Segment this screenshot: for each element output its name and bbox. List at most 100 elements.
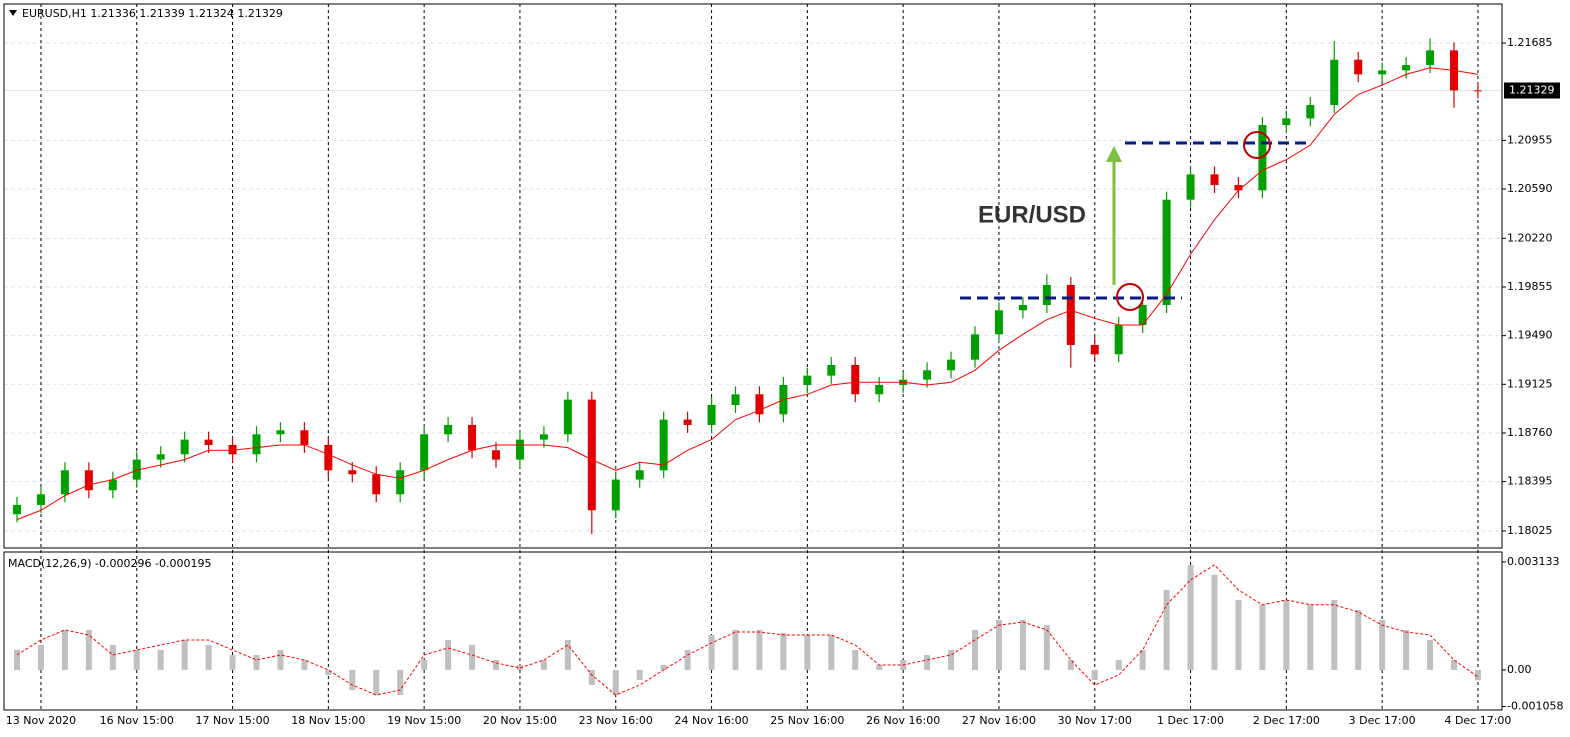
candle-body [372,474,381,495]
price-pane-border [3,3,1503,549]
macd-bar [1187,564,1194,670]
macd-bar [14,649,20,670]
candle-body [132,459,141,480]
macd-bar [948,649,955,670]
macd-bar [1355,609,1362,670]
x-tick-label: 20 Nov 15:00 [483,714,557,727]
y-tick-label: 0.003133 [1507,555,1560,568]
x-tick-label: 16 Nov 15:00 [100,714,174,727]
macd-bar [588,669,595,685]
candle-body [1306,105,1315,119]
y-tick-label: 1.21685 [1507,36,1553,49]
x-tick-label: 3 Dec 17:00 [1349,714,1416,727]
candle-body [515,439,524,460]
x-tick-label: 25 Nov 16:00 [770,714,844,727]
candle-body [108,479,117,491]
x-tick-label: 23 Nov 16:00 [579,714,653,727]
x-tick-label: 19 Nov 15:00 [387,714,461,727]
macd-title: MACD(12,26,9) -0.000296 -0.000195 [8,557,211,570]
candle-body [611,479,620,511]
y-tick-label: 1.19125 [1507,377,1553,390]
candle-body [1473,90,1482,92]
candle-body [1018,304,1027,311]
macd-bar [1259,604,1266,670]
macd-bar [421,659,428,670]
macd-bar [277,649,284,670]
candle-body [971,334,979,360]
candle-body [1162,199,1171,305]
macd-bar [804,634,811,670]
macd-bar [564,639,571,670]
x-tick-label: 1 Dec 17:00 [1157,714,1224,727]
macd-bar [708,634,715,670]
candle-body [947,359,956,371]
macd-bar [972,629,978,670]
macd-bar [1043,625,1050,670]
candle-body [492,450,500,460]
candle-body [1066,284,1075,345]
macd-bar [995,619,1002,670]
y-tick-label: -0.001058 [1507,699,1563,712]
x-tick-label: 30 Nov 17:00 [1058,714,1132,727]
candle-body [1090,344,1099,355]
macd-bar [1451,659,1457,670]
macd-bar [780,633,787,670]
candle-body [875,384,884,395]
candle-body [1378,70,1387,75]
candle-body [228,444,237,455]
macd-bar [229,654,236,670]
macd-bar [732,629,739,670]
macd-bar [756,629,763,670]
candle-body [60,470,69,495]
candle-body [563,399,572,435]
candle-body [252,434,261,455]
macd-bar [61,629,68,670]
candle-body [994,310,1003,335]
candle-body [803,375,812,385]
candle-body [1330,59,1339,106]
macd-bar [1331,599,1338,670]
macd-bar [1307,604,1314,670]
candle-body [635,470,644,480]
candle-body [1210,174,1219,186]
y-tick-label: 1.20220 [1507,231,1553,244]
candle-body [1354,59,1363,75]
last-price-box [1504,82,1560,99]
x-tick-label: 18 Nov 15:00 [291,714,365,727]
candle-body [1234,185,1243,191]
y-tick-label: 1.20590 [1507,182,1553,195]
macd-bar [516,664,523,670]
candle-body [13,504,21,515]
y-tick-label: 1.18025 [1507,524,1553,537]
candle-body [396,470,405,495]
last-price-label: 1.21329 [1509,84,1555,97]
macd-bar [469,644,476,670]
candle-body [300,430,309,445]
arrow-head [1106,146,1122,162]
x-tick-label: 13 Nov 2020 [6,714,76,727]
y-tick-label: 1.20955 [1507,133,1553,146]
macd-bar [540,659,547,670]
macd-bar [205,644,212,670]
candle-body [468,424,477,451]
candle-body [420,434,429,471]
moving-average [16,67,1479,521]
macd-bar [1474,669,1481,681]
y-tick-label: 0.00 [1507,663,1532,676]
macd-bar [253,654,260,670]
candle-body [851,364,860,395]
macd-bar [109,644,116,670]
macd-bar [133,649,140,670]
candle-body [587,399,596,511]
candle-body [731,394,740,405]
y-tick-label: 1.19490 [1507,329,1553,342]
macd-bar [1067,659,1074,670]
macd-bar [1139,649,1146,670]
candle-body [276,430,285,435]
candle-body [36,494,45,505]
macd-bar [301,659,308,670]
macd-bar [325,669,332,675]
macd-bar [852,649,859,670]
macd-bar [397,669,404,695]
macd-bar [445,639,452,670]
